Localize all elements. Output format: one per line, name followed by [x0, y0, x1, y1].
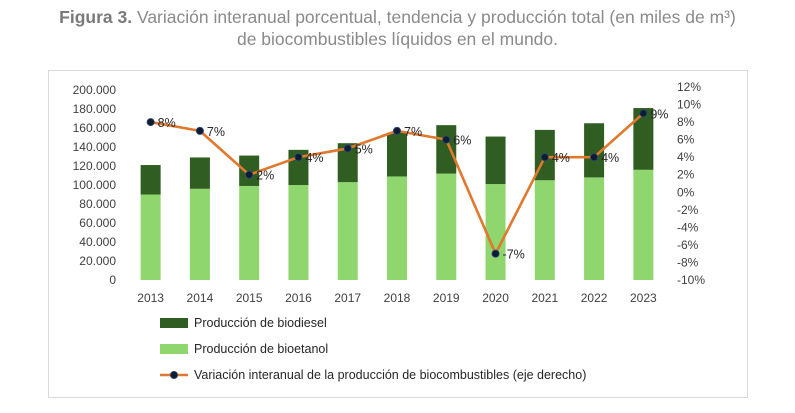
x-tick-label: 2013	[137, 291, 164, 305]
variation-data-label: 7%	[404, 125, 422, 139]
bar-bioetanol	[584, 177, 605, 280]
variation-marker	[245, 170, 254, 179]
x-tick-label: 2023	[630, 291, 657, 305]
bar-bioetanol	[534, 180, 555, 280]
right-tick-label: -2%	[677, 203, 699, 217]
legend-swatch-bioetanol	[160, 344, 188, 354]
bars	[140, 108, 654, 280]
bar-bioetanol	[633, 169, 654, 280]
variation-data-label: 4%	[601, 151, 619, 165]
legend-label-bioetanol: Producción de bioetanol	[194, 342, 328, 356]
left-tick-label: 120.000	[73, 159, 117, 173]
legend-label-variation: Variación interanual de la producción de…	[194, 368, 586, 382]
right-tick-label: 6%	[677, 133, 695, 147]
bar-bioetanol	[485, 184, 506, 280]
variation-data-label: 2%	[256, 169, 274, 183]
variation-data-label: 4%	[305, 151, 323, 165]
bar-biodiesel	[436, 125, 457, 174]
variation-data-label: 5%	[355, 142, 373, 156]
left-tick-label: 80.000	[79, 197, 116, 211]
variation-marker	[343, 144, 352, 153]
bar-biodiesel	[189, 157, 210, 189]
variation-line: 8% 7% 2% 4% 5% 7% 6% -7% 4% 4% 9%	[146, 107, 668, 262]
right-axis: -10% -8% -6% -4% -2% 0% 2% 4% 6% 8% 10% 12%	[677, 80, 705, 287]
variation-data-label: 8%	[158, 116, 176, 130]
legend-swatch-biodiesel	[160, 318, 188, 328]
legend-swatch-marker	[169, 370, 178, 379]
caption-text-1: Variación interanual porcentual, tendenc…	[136, 7, 736, 27]
x-tick-label: 2019	[433, 291, 460, 305]
bar-bioetanol	[387, 176, 407, 280]
right-tick-label: 2%	[677, 168, 695, 182]
x-tick-label: 2017	[334, 291, 361, 305]
x-tick-label: 2020	[482, 291, 509, 305]
bar-bioetanol	[337, 182, 358, 280]
right-tick-label: 12%	[677, 80, 701, 94]
variation-marker	[590, 153, 599, 162]
figure-caption: Figura 3. Variación interanual porcentua…	[0, 6, 795, 50]
left-tick-label: 60.000	[79, 216, 116, 230]
variation-marker	[195, 126, 204, 135]
x-tick-label: 2015	[236, 291, 263, 305]
bar-biodiesel	[485, 136, 506, 185]
x-tick-label: 2021	[531, 291, 558, 305]
figure-label: Figura 3.	[59, 7, 133, 27]
variation-marker	[392, 126, 401, 135]
left-tick-label: 100.000	[73, 178, 117, 192]
bar-bioetanol	[239, 185, 260, 280]
right-tick-label: -10%	[677, 273, 705, 287]
left-tick-label: 200.000	[73, 83, 117, 97]
variation-marker	[442, 135, 451, 144]
variation-data-label: 4%	[552, 151, 570, 165]
bar-biodiesel	[337, 143, 358, 183]
bar-bioetanol	[189, 188, 210, 280]
chart-frame	[48, 70, 748, 398]
variation-marker	[639, 109, 648, 118]
variation-marker	[294, 153, 303, 162]
legend: Producción de biodiesel Producción de bio…	[160, 316, 586, 382]
variation-data-label: 7%	[207, 125, 225, 139]
right-tick-label: 0%	[677, 185, 695, 199]
x-tick-label: 2014	[187, 291, 214, 305]
variation-data-label: -7%	[503, 248, 525, 262]
left-tick-label: 0	[109, 273, 116, 287]
right-tick-label: -6%	[677, 238, 699, 252]
bar-biodiesel	[387, 132, 407, 177]
x-tick-label: 2022	[581, 291, 608, 305]
variation-marker	[540, 153, 549, 162]
bar-biodiesel	[633, 108, 654, 170]
right-tick-label: -8%	[677, 255, 699, 269]
right-tick-label: 10%	[677, 98, 701, 112]
right-tick-label: -4%	[677, 220, 699, 234]
bar-biodiesel	[140, 165, 161, 195]
left-tick-label: 160.000	[73, 121, 117, 135]
bar-bioetanol	[436, 173, 457, 280]
x-tick-label: 2016	[285, 291, 312, 305]
variation-marker	[491, 249, 500, 258]
left-tick-label: 140.000	[73, 140, 117, 154]
caption-line-2: de biocombustibles líquidos en el mundo.	[236, 29, 559, 49]
left-axis: 0 20.000 40.000 60.000 80.000 100.000 120.000 1…	[73, 83, 117, 287]
variation-marker	[146, 118, 155, 127]
legend-label-biodiesel: Producción de biodiesel	[194, 316, 327, 330]
bar-bioetanol	[288, 185, 309, 280]
caption-line-1: Figura 3. Variación interanual porcentua…	[0, 6, 795, 28]
bar-bioetanol	[140, 194, 161, 280]
variation-data-label: 9%	[650, 107, 668, 121]
right-tick-label: 4%	[677, 150, 695, 164]
right-tick-label: 8%	[677, 115, 695, 129]
x-axis: 2013 2014 2015 2016 2017 2018 2019 2020 2021 2022…	[137, 291, 657, 305]
bar-biodiesel	[584, 123, 605, 178]
left-tick-label: 40.000	[79, 235, 116, 249]
left-tick-label: 180.000	[73, 102, 117, 116]
left-tick-label: 20.000	[79, 254, 116, 268]
variation-data-label: 6%	[453, 134, 471, 148]
x-tick-label: 2018	[384, 291, 411, 305]
